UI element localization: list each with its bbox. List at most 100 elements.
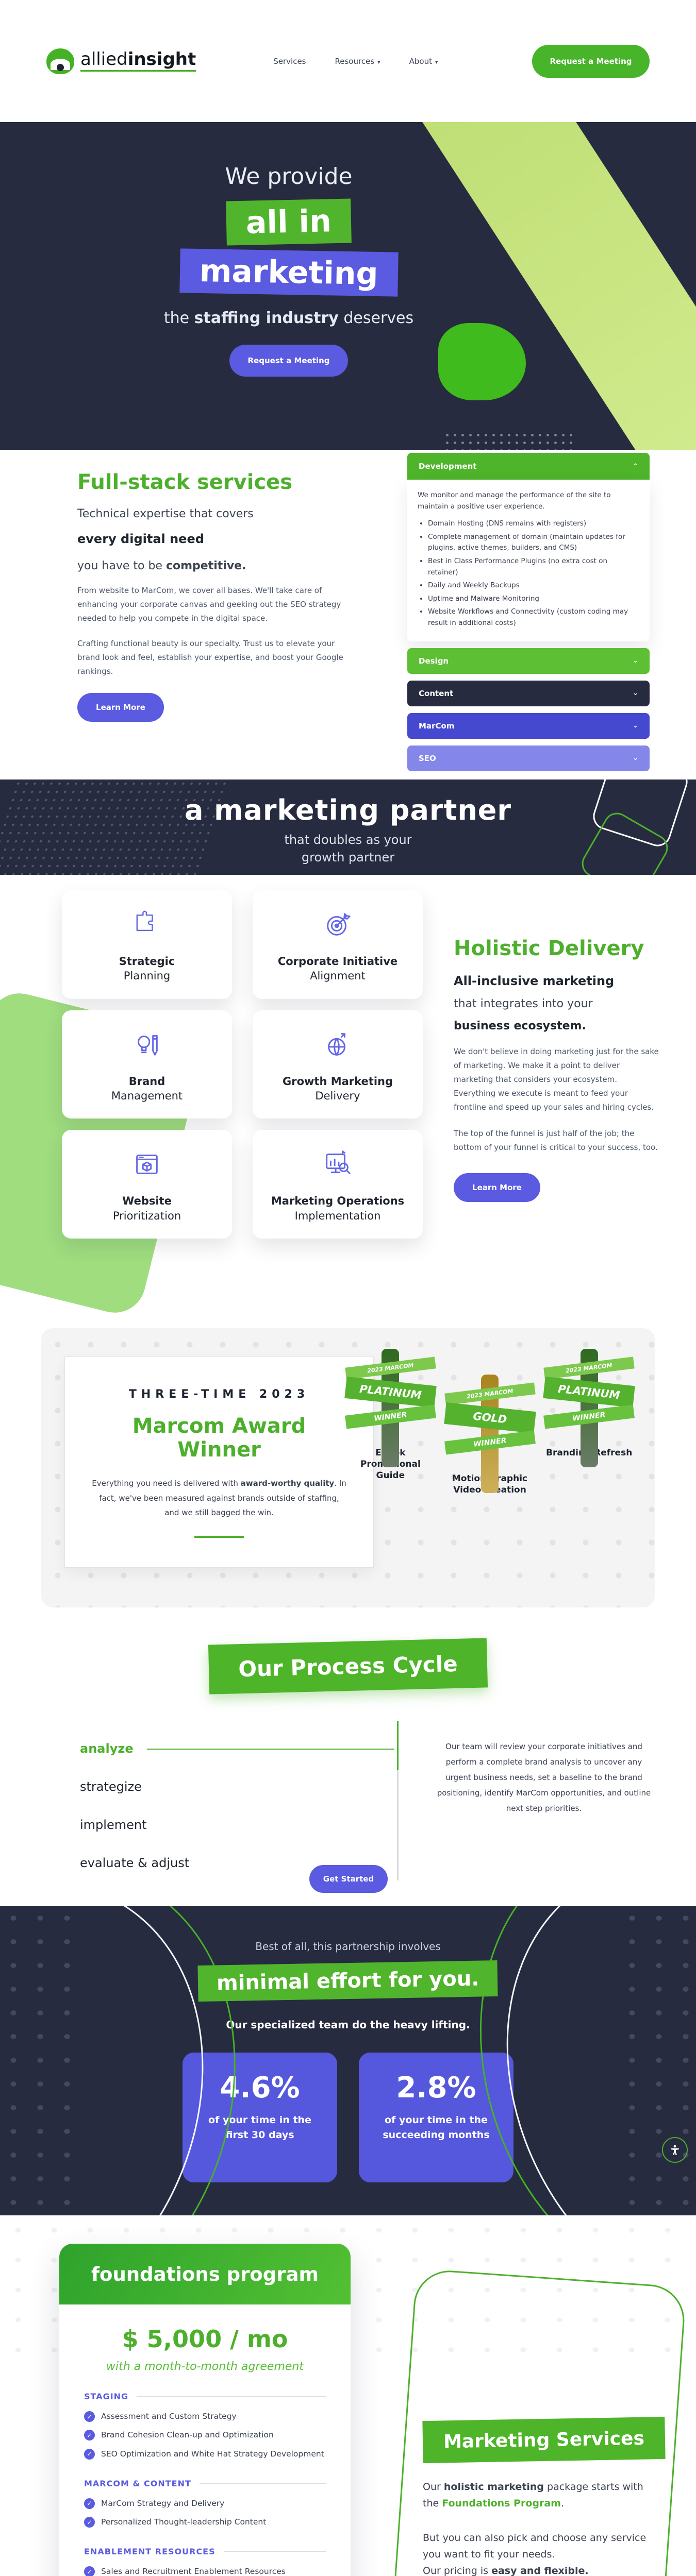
- browser-cube-icon: [136, 1155, 158, 1175]
- accessibility-widget-button[interactable]: [662, 2137, 688, 2163]
- service-cards-grid: Strategic Planning Corporate Initiative Al…: [62, 890, 428, 1239]
- bullet-item: Website Workflows and Connectivity (cust…: [428, 606, 637, 629]
- request-meeting-button[interactable]: Request a Meeting: [532, 44, 650, 78]
- stat-line-1: of your time in the: [208, 2114, 311, 2126]
- subtitle-line-2: every digital need: [77, 532, 204, 546]
- card-brand-management[interactable]: Brand Management: [62, 1010, 232, 1119]
- stat-card-succeeding-months: 2.8% of your time in the succeeding month…: [359, 2053, 513, 2182]
- feature-text: SEO Optimization and White Hat Strategy …: [101, 2449, 324, 2459]
- foundations-program-card: foundations program $ 5,000 / mo with a …: [59, 2244, 351, 2576]
- price-subtitle: with a month-to-month agreement: [106, 2360, 304, 2373]
- subtitle-line-3: you have to be competitive.: [77, 560, 356, 572]
- accordion-label: Development: [419, 462, 477, 471]
- logo-text: alliedinsight: [80, 50, 196, 72]
- awards-p-bold: award-worthy quality: [240, 1479, 335, 1488]
- handshake-glove-graphic: [438, 323, 526, 400]
- ribbon-tier: PLATINUM: [344, 1376, 437, 1408]
- accordion-label: Content: [419, 688, 454, 698]
- foundations-section: foundations program $ 5,000 / mo with a …: [0, 2215, 696, 2576]
- holistic-paragraph-1: We don't believe in doing marketing just…: [454, 1047, 659, 1112]
- feature-item: ✓ Personalized Thought-leadership Content: [84, 2516, 326, 2528]
- foundations-program-link[interactable]: Foundations Program: [442, 2498, 561, 2510]
- hero-request-meeting-button[interactable]: Request a Meeting: [229, 345, 348, 377]
- stat-value: 2.8%: [396, 2071, 476, 2105]
- accordion-panel-development: We monitor and manage the performance of…: [407, 480, 650, 641]
- check-icon: ✓: [84, 2566, 95, 2576]
- nav-services[interactable]: Services: [273, 57, 306, 66]
- idea-pencil-icon: [138, 1035, 158, 1056]
- process-cycle-section: Our Process Cycle analyze strategize imp…: [0, 1623, 696, 1906]
- card-growth-marketing-delivery[interactable]: Growth Marketing Delivery: [253, 1010, 423, 1119]
- accordion-item-seo[interactable]: SEO ⌄: [407, 745, 650, 771]
- p1-pre: Our: [423, 2481, 444, 2493]
- nav-about[interactable]: About: [409, 57, 438, 66]
- get-started-button[interactable]: Get Started: [309, 1865, 388, 1893]
- stat-value: 4.6%: [220, 2071, 300, 2105]
- logo[interactable]: alliedinsight: [46, 48, 196, 74]
- awards-paragraph: Everything you need is delivered with aw…: [91, 1476, 347, 1520]
- feature-item: ✓ Assessment and Custom Strategy: [84, 2411, 326, 2422]
- card-title-bold: Growth Marketing: [282, 1075, 393, 1088]
- holistic-delivery-section: Strategic Planning Corporate Initiative Al…: [0, 875, 696, 1319]
- band-title: a marketing partner: [184, 794, 512, 826]
- trophy-platinum-branding: 2023 MARCOM PLATINUM WINNER Branding Ref…: [543, 1349, 635, 1481]
- feature-item: ✓ Brand Cohesion Clean-up and Optimizatio…: [84, 2429, 326, 2441]
- section-title: Full-stack services: [77, 470, 293, 494]
- feature-item: ✓ Sales and Recruitment Enablement Resour…: [84, 2566, 326, 2576]
- process-steps: analyze strategize implement evaluate & …: [80, 1741, 395, 1894]
- monitor-chart-icon: [326, 1150, 351, 1175]
- logo-part-1: allied: [80, 49, 128, 70]
- accordion-item-design[interactable]: Design ⌄: [407, 648, 650, 674]
- ribbon-tier: GOLD: [443, 1402, 536, 1434]
- card-website-prioritization[interactable]: Website Prioritization: [62, 1130, 232, 1239]
- step-evaluate-adjust[interactable]: evaluate & adjust: [80, 1856, 190, 1870]
- subtitle-line-1: Technical expertise that covers: [77, 507, 254, 520]
- feature-text: Brand Cohesion Clean-up and Optimization: [101, 2430, 274, 2440]
- accordion-label: MarCom: [419, 721, 455, 731]
- step-strategize[interactable]: strategize: [80, 1780, 142, 1794]
- feature-item: ✓ SEO Optimization and White Hat Strategy…: [84, 2448, 326, 2460]
- green-underline: [194, 1535, 244, 1538]
- bullet-item: Complete management of domain (maintain …: [428, 532, 637, 554]
- awards-text-box: THREE-TIME 2023 Marcom Award Winner Ever…: [64, 1357, 374, 1568]
- process-title-banner: Our Process Cycle: [208, 1638, 488, 1694]
- p1-post: .: [561, 2498, 565, 2510]
- group-heading-enablement: ENABLEMENT RESOURCES: [84, 2547, 326, 2556]
- progress-divider: [397, 1721, 399, 1880]
- group-list-marcom-content: ✓ MarCom Strategy and Delivery ✓ Personali…: [84, 2498, 326, 2529]
- holistic-line: that integrates into your: [454, 997, 593, 1010]
- dot-pattern: [443, 431, 577, 450]
- check-icon: ✓: [84, 2517, 95, 2528]
- accordion-item-marcom[interactable]: MarCom ⌄: [407, 713, 650, 739]
- check-icon: ✓: [84, 2498, 95, 2509]
- learn-more-button[interactable]: Learn More: [77, 693, 164, 722]
- card-title-rest: Planning: [123, 970, 171, 982]
- chevron-up-icon: ⌃: [633, 462, 638, 470]
- chevron-down-icon: ⌄: [633, 657, 638, 665]
- ribbon-tier: PLATINUM: [543, 1376, 635, 1408]
- stat-line-2: first 30 days: [225, 2129, 294, 2141]
- step-implement[interactable]: implement: [80, 1818, 147, 1832]
- accordion-item-content[interactable]: Content ⌄: [407, 680, 650, 706]
- logo-mascot-icon: [46, 48, 74, 74]
- services-paragraph-2: But you can also pick and choose any ser…: [423, 2530, 650, 2576]
- bullet-item: Domain Hosting (DNS remains with registe…: [428, 518, 637, 530]
- accessibility-person-icon: [671, 2145, 679, 2155]
- nav-resources[interactable]: Resources: [335, 57, 380, 66]
- subtitle-3-pre: you have to be: [77, 560, 166, 572]
- accordion-item-development[interactable]: Development ⌃: [407, 453, 650, 480]
- step-analyze[interactable]: analyze: [80, 1741, 395, 1756]
- learn-more-button[interactable]: Learn More: [454, 1173, 540, 1202]
- hero-highlight-all-in: all in: [226, 198, 352, 246]
- card-title-rest: Management: [111, 1090, 183, 1103]
- p2-b-pre: Our pricing is: [423, 2565, 492, 2576]
- awards-panel: THREE-TIME 2023 Marcom Award Winner Ever…: [41, 1328, 655, 1607]
- globe-growth-icon: [328, 1032, 346, 1056]
- card-marketing-operations-implementation[interactable]: Marketing Operations Implementation: [253, 1130, 423, 1239]
- card-strategic-planning[interactable]: Strategic Planning: [62, 890, 232, 999]
- group-list-staging: ✓ Assessment and Custom Strategy ✓ Brand C…: [84, 2411, 326, 2460]
- card-title-rest: Implementation: [294, 1209, 381, 1222]
- chevron-down-icon: ⌄: [633, 722, 638, 730]
- band-sub-1: that doubles as your: [284, 833, 412, 847]
- card-corporate-initiative-alignment[interactable]: Corporate Initiative Alignment: [253, 890, 423, 999]
